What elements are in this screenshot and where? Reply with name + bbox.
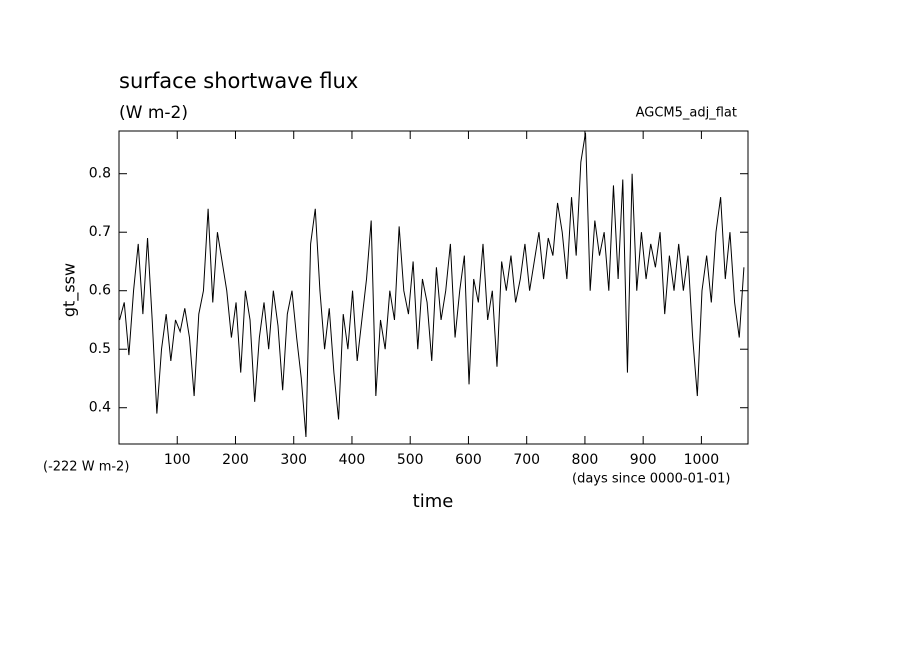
y-tick-label: 0.7 bbox=[89, 224, 111, 240]
x-tick-label: 100 bbox=[164, 452, 191, 468]
x-tick-label: 300 bbox=[280, 452, 307, 468]
x-tick-label: 900 bbox=[630, 452, 657, 468]
annotation: AGCM5_adj_flat bbox=[636, 106, 737, 121]
y-tick-label: 0.6 bbox=[89, 283, 111, 299]
x-tick-label: 700 bbox=[513, 452, 540, 468]
x-tick-label: 600 bbox=[455, 452, 482, 468]
y-axis-label: gt_ssw bbox=[60, 263, 80, 317]
data-line bbox=[119, 132, 745, 438]
x-tick-label: 500 bbox=[397, 452, 424, 468]
chart-subtitle: (W m-2) bbox=[119, 103, 188, 123]
offset-note: (-222 W m-2) bbox=[43, 460, 129, 475]
chart-title: surface shortwave flux bbox=[119, 69, 358, 93]
y-tick-label: 0.8 bbox=[89, 166, 111, 182]
plot-frame bbox=[118, 130, 749, 445]
x-tick-label: 200 bbox=[222, 452, 249, 468]
x-tick-label: 1000 bbox=[684, 452, 720, 468]
x-axis-label: time bbox=[413, 491, 454, 512]
y-tick-label: 0.4 bbox=[89, 400, 111, 416]
x-units: (days since 0000-01-01) bbox=[572, 472, 730, 487]
y-tick-label: 0.5 bbox=[89, 341, 111, 357]
x-tick-label: 400 bbox=[339, 452, 366, 468]
x-tick-label: 800 bbox=[572, 452, 599, 468]
